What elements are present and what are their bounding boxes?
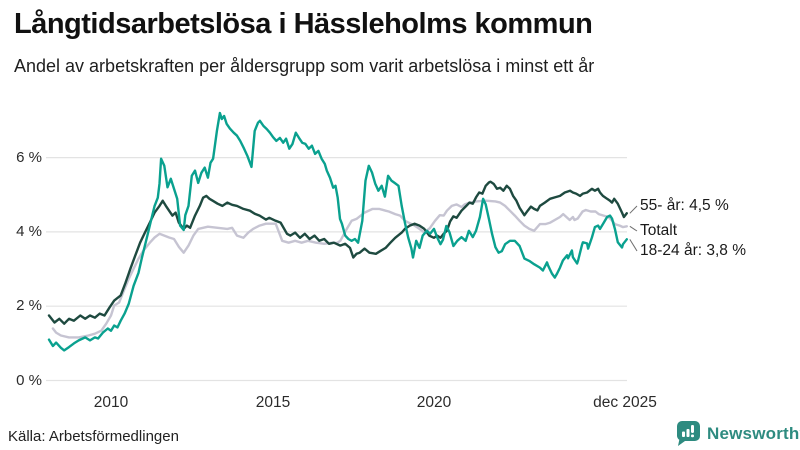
series-line-Totalt bbox=[51, 199, 628, 339]
label-connector-lines bbox=[629, 205, 638, 252]
newsworthy-brand-lockup[interactable]: Newsworthy bbox=[676, 420, 800, 447]
y-axis-tick-0: 0 % bbox=[16, 372, 42, 389]
page-subtitle: Andel av arbetskraften per åldersgrupp s… bbox=[14, 56, 595, 76]
connector-18-24-r bbox=[629, 239, 638, 252]
series-label-18-24-ar: 18-24 år: 3,8 % bbox=[640, 242, 746, 259]
newsworthy-logo-icon bbox=[677, 421, 700, 446]
series-line-55--r bbox=[47, 180, 628, 325]
x-axis-tick-dec-2025: dec 2025 bbox=[593, 394, 657, 411]
logo-exclamation-bar bbox=[691, 425, 694, 433]
series-label-55-ar: 55- år: 4,5 % bbox=[640, 197, 729, 214]
data-series-lines bbox=[47, 111, 628, 352]
x-axis-tick-2015: 2015 bbox=[255, 394, 291, 411]
connector-55--r bbox=[629, 205, 638, 214]
source-credit: Källa: Arbetsförmedlingen bbox=[8, 428, 179, 445]
series-line-18-24-r bbox=[47, 111, 628, 352]
connector-Totalt bbox=[629, 225, 638, 232]
y-axis-tick-2: 2 % bbox=[16, 297, 42, 314]
y-axis-tick-4: 4 % bbox=[16, 223, 42, 240]
newsworthy-brand-text: Newsworthy bbox=[707, 423, 800, 443]
x-axis-tick-2020: 2020 bbox=[416, 394, 452, 411]
page-title: Långtidsarbetslösa i Hässleholms kommun bbox=[14, 8, 593, 40]
x-axis-tick-2010: 2010 bbox=[93, 394, 129, 411]
logo-bar-short bbox=[682, 431, 685, 437]
series-label-totalt: Totalt bbox=[640, 222, 678, 239]
logo-exclamation-dot bbox=[691, 434, 694, 438]
y-axis-tick-6: 6 % bbox=[16, 149, 42, 166]
gridlines bbox=[46, 157, 627, 382]
logo-bar-tall bbox=[686, 429, 690, 437]
